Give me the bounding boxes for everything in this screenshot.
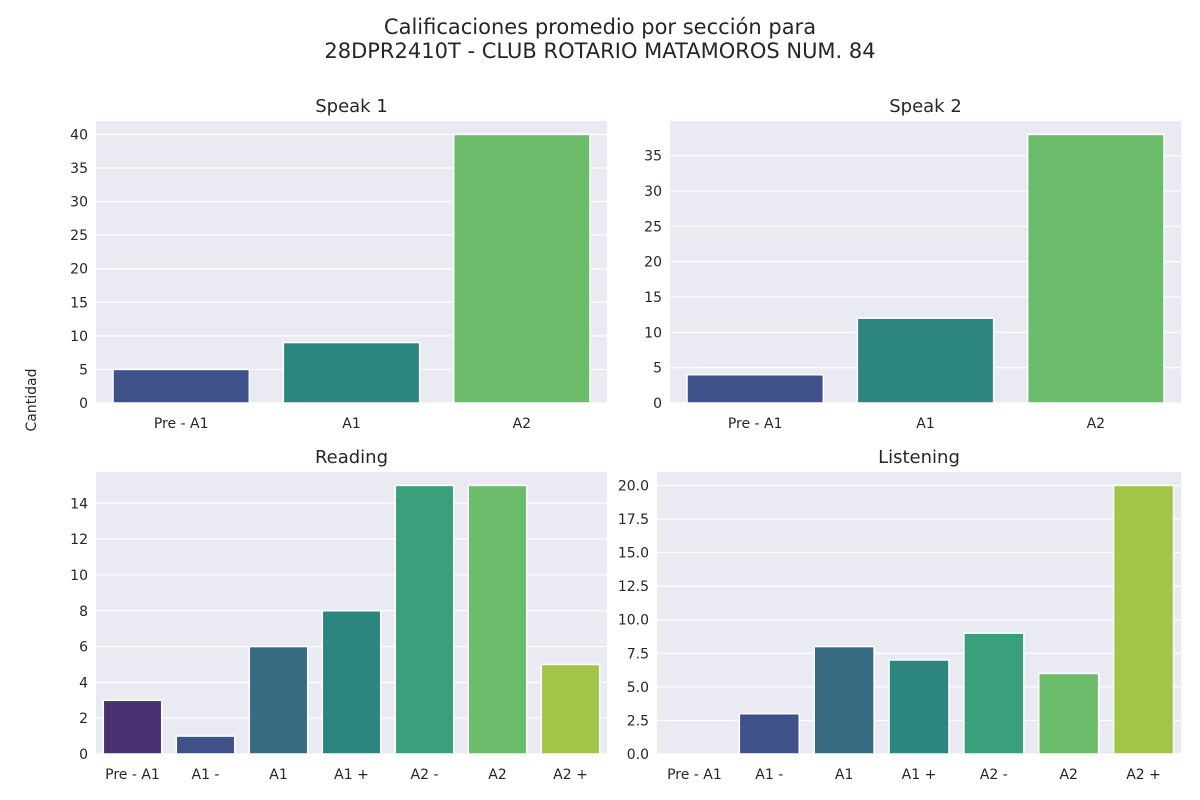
chart-panel-4: 0.0 2.5 5.0 7.5 10.0 12.5 15.0 17.5 20.0 Pre - A1… <box>618 447 1181 783</box>
figure-title-line-1: Calificaciones promedio por sección para <box>383 15 817 39</box>
y-tick-label: 10 <box>644 325 662 341</box>
x-tick-label: A1 <box>269 767 287 783</box>
y-tick-label: 15.0 <box>618 546 649 562</box>
x-tick-label: A1 <box>916 416 934 432</box>
x-tick-label: A1 + <box>334 767 369 783</box>
x-tick-label: A1 <box>342 416 360 432</box>
bar-a1 <box>248 645 309 755</box>
chart-panel-1: 0 5 10 15 20 25 30 35 40 Pre - A1 A1 A2 Speak 1 <box>70 96 607 432</box>
y-tick-label: 35 <box>644 149 662 165</box>
y-tick-label: 4 <box>79 675 88 691</box>
y-tick-label: 2 <box>79 711 88 727</box>
y-tick-label: 2.5 <box>627 713 649 729</box>
x-tick-label: A2 + <box>1126 767 1161 783</box>
y-tick-label: 20.0 <box>618 478 649 494</box>
bar-a1 <box>175 735 236 755</box>
y-tick-label: 0 <box>79 747 88 763</box>
y-tick-label: 0 <box>653 396 662 412</box>
y-tick-label: 5.0 <box>627 680 649 696</box>
bar-pre-a1 <box>112 368 251 404</box>
x-tick-label: Pre - A1 <box>728 416 783 432</box>
chart-panel-3: 0 2 4 6 8 10 12 14 Pre - A1 A1 - A1 A1 + A2 - A2 A2 + R… <box>70 447 607 783</box>
bar-a2 <box>394 484 455 755</box>
bar-pre-a1 <box>102 699 163 755</box>
y-tick-label: 15 <box>70 295 88 311</box>
bar-a1 <box>813 645 875 755</box>
y-tick-label: 40 <box>70 127 88 143</box>
x-tick-label: A2 <box>513 416 531 432</box>
x-tick-label: A1 + <box>902 767 937 783</box>
bar-a2 <box>540 663 601 755</box>
bar-a1 <box>321 610 382 755</box>
y-tick-label: 35 <box>70 161 88 177</box>
bar-a1 <box>738 712 800 755</box>
chart-title: Listening <box>878 447 960 468</box>
x-tick-label: Pre - A1 <box>105 767 160 783</box>
bar-a2 <box>1038 672 1100 755</box>
bar-a2 <box>452 133 591 404</box>
y-tick-label: 0 <box>79 396 88 412</box>
bar-pre-a1 <box>686 373 825 404</box>
y-tick-label: 20 <box>644 255 662 271</box>
y-tick-label: 10.0 <box>618 613 649 629</box>
y-tick-label: 7.5 <box>627 646 649 662</box>
bar-a2 <box>467 484 528 755</box>
x-tick-label: Pre - A1 <box>154 416 209 432</box>
y-tick-label: 10 <box>70 568 88 584</box>
y-tick-label: 25 <box>644 219 662 235</box>
x-tick-label: A2 <box>488 767 506 783</box>
chart-panel-2: 0 5 10 15 20 25 30 35 Pre - A1 A1 A2 Speak 2 <box>644 96 1181 432</box>
y-tick-label: 0.0 <box>627 747 649 763</box>
y-tick-label: 14 <box>70 496 88 512</box>
y-tick-label: 6 <box>79 640 88 656</box>
y-tick-label: 20 <box>70 262 88 278</box>
y-tick-label: 10 <box>70 329 88 345</box>
x-tick-label: A1 - <box>755 767 783 783</box>
chart-title: Reading <box>315 447 388 468</box>
bar-a2 <box>1112 484 1175 755</box>
bar-a1 <box>856 317 995 404</box>
y-tick-label: 30 <box>70 195 88 211</box>
figure-title-line-2: 28DPR2410T - CLUB ROTARIO MATAMOROS NUM.… <box>324 39 876 63</box>
x-tick-label: Pre - A1 <box>667 767 722 783</box>
x-tick-label: A2 <box>1059 767 1077 783</box>
y-tick-label: 25 <box>70 228 88 244</box>
x-tick-label: A2 - <box>411 767 439 783</box>
bar-a2 <box>1026 133 1165 404</box>
y-tick-label: 17.5 <box>618 512 649 528</box>
bar-a1 <box>282 341 421 404</box>
y-tick-label: 8 <box>79 604 88 620</box>
y-tick-label: 12 <box>70 532 88 548</box>
chart-title: Speak 1 <box>315 96 388 117</box>
bar-a2 <box>963 632 1025 755</box>
y-tick-label: 12.5 <box>618 579 649 595</box>
bar-a1 <box>888 659 950 755</box>
y-tick-label: 5 <box>79 362 88 378</box>
x-tick-label: A2 - <box>980 767 1008 783</box>
x-tick-label: A1 - <box>192 767 220 783</box>
x-tick-label: A2 + <box>553 767 588 783</box>
x-tick-label: A2 <box>1087 416 1105 432</box>
y-tick-label: 30 <box>644 184 662 200</box>
y-tick-label: 5 <box>653 361 662 377</box>
chart-title: Speak 2 <box>889 96 962 117</box>
x-tick-label: A1 <box>835 767 853 783</box>
y-tick-label: 15 <box>644 290 662 306</box>
